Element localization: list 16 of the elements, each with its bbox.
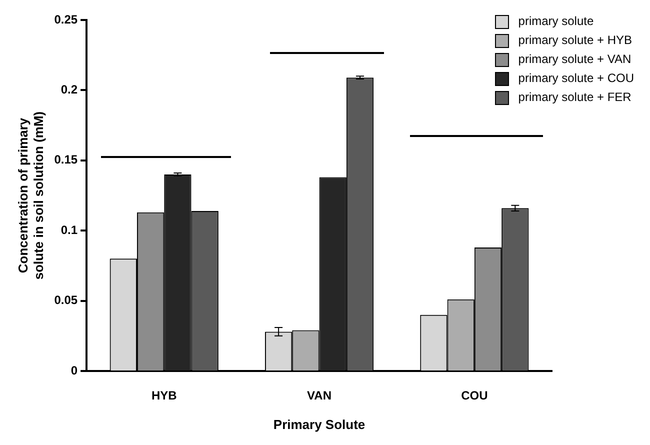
y-tick-label: 0.1 [60, 222, 78, 237]
legend-label: primary solute [518, 13, 594, 30]
y-tick-label: 0.2 [60, 82, 78, 97]
x-tick-label: VAN [307, 388, 332, 403]
x-tick-label: COU [461, 388, 488, 403]
legend-label: primary solute + COU [518, 70, 634, 87]
y-tick-label: 0.25 [54, 12, 78, 26]
legend-label: primary solute + HYB [518, 32, 632, 49]
y-tick-label: 0.15 [54, 152, 78, 167]
x-axis-title: Primary Solute [273, 416, 366, 432]
y-tick-label: 0.05 [54, 293, 78, 308]
legend-label: primary solute + FER [518, 89, 632, 106]
legend-label: primary solute + VAN [518, 51, 632, 68]
y-tick-label: 0 [70, 363, 78, 378]
y-axis-title: Concentration of primary solute in soil solution (mM) [15, 111, 46, 280]
x-tick-label: HYB [151, 388, 178, 403]
